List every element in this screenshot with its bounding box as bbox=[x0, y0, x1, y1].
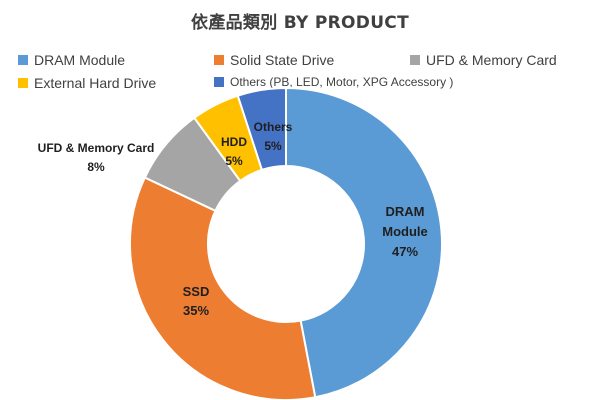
legend-swatch-hdd bbox=[18, 78, 28, 88]
data-label-dram-line-1: Module bbox=[382, 224, 428, 239]
legend-swatch-ufd bbox=[410, 55, 420, 65]
legend-label-hdd: External Hard Drive bbox=[34, 75, 157, 91]
legend-label-ufd: UFD & Memory Card bbox=[426, 52, 557, 68]
data-label-ufd-line-0: UFD & Memory Card bbox=[38, 141, 155, 155]
data-label-ufd-line-1: 8% bbox=[87, 160, 105, 174]
data-label-hdd: HDD 5% bbox=[221, 135, 247, 168]
legend-swatch-ssd bbox=[214, 55, 224, 65]
legend-item-ufd: UFD & Memory Card bbox=[410, 52, 557, 68]
data-label-dram-line-2: 47% bbox=[392, 244, 418, 259]
data-label-ssd-line-0: SSD bbox=[183, 284, 210, 299]
legend-item-others: Others (PB, LED, Motor, XPG Accessory ) bbox=[214, 75, 453, 89]
data-label-others-line-0: Others bbox=[254, 120, 293, 134]
chart-title: 依產品類別 BY PRODUCT bbox=[191, 13, 409, 33]
data-label-hdd-line-0: HDD bbox=[221, 135, 247, 149]
legend-label-ssd: Solid State Drive bbox=[230, 52, 335, 68]
legend-item-ssd: Solid State Drive bbox=[214, 52, 334, 68]
data-label-others: Others 5% bbox=[254, 120, 293, 153]
legend-swatch-others bbox=[214, 77, 224, 87]
data-label-dram: DRAM Module 47% bbox=[382, 204, 428, 259]
data-label-dram-line-0: DRAM bbox=[386, 204, 425, 219]
data-label-others-line-1: 5% bbox=[264, 139, 282, 153]
data-label-ssd: SSD 35% bbox=[183, 284, 210, 318]
slice-others bbox=[236, 86, 287, 172]
legend-swatch-dram bbox=[18, 55, 28, 65]
data-label-ssd-line-1: 35% bbox=[183, 303, 209, 318]
legend-item-hdd: External Hard Drive bbox=[18, 75, 156, 91]
legend-label-dram: DRAM Module bbox=[34, 52, 126, 68]
legend-item-dram: DRAM Module bbox=[18, 52, 125, 68]
legend-label-others: Others (PB, LED, Motor, XPG Accessory ) bbox=[230, 75, 454, 89]
slice-dram bbox=[285, 86, 443, 399]
data-label-ufd: UFD & Memory Card 8% bbox=[38, 141, 155, 174]
slice-ssd bbox=[129, 176, 317, 400]
data-label-hdd-line-1: 5% bbox=[225, 154, 243, 168]
